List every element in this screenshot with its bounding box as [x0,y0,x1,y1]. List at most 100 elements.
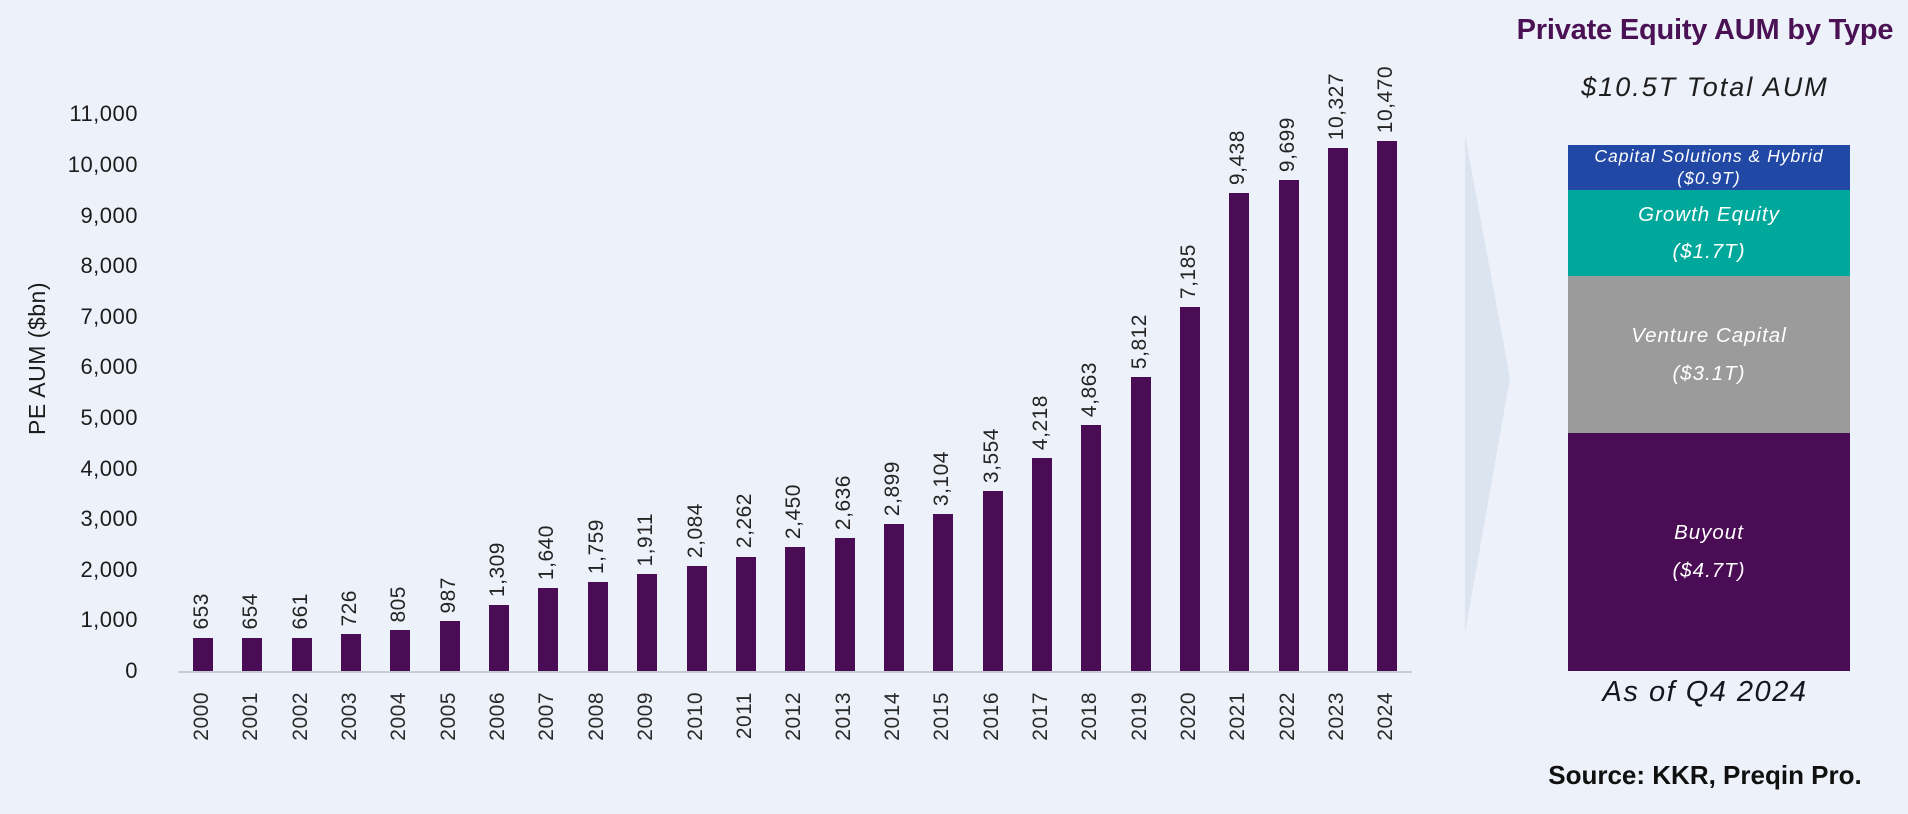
bar-2008 [587,582,608,671]
as-of-label: As of Q4 2024 [1602,676,1808,708]
bar-value-label: 726 [338,589,362,627]
x-tick-label: 2019 [1127,692,1151,741]
stack-segment-name: Buyout [1674,521,1744,545]
bar-value-label: 10,327 [1325,73,1349,141]
x-tick-label: 2015 [930,692,954,741]
x-tick-label: 2003 [338,692,362,741]
bar-value-label: 2,899 [880,461,904,517]
stack-segment-name: Capital Solutions & Hybrid [1594,145,1824,166]
y-tick-label: 1,000 [80,607,138,633]
bar-2001 [242,637,263,671]
x-tick-label: 2007 [535,692,559,741]
source-label: Source: KKR, Preqin Pro. [1548,760,1862,790]
panel-title: Private Equity AUM by Type [1516,14,1894,46]
bar-value-label: 987 [436,576,460,614]
bar-value-label: 1,640 [535,524,559,581]
stack-segment-name: Growth Equity [1638,202,1780,226]
x-tick-label: 2004 [387,692,411,741]
panel-subtitle: $10.5T Total AUM [1581,72,1829,102]
x-tick-label: 2001 [239,692,263,741]
x-tick-label: 2000 [190,692,213,741]
bar-value-label: 4,863 [1078,361,1102,417]
x-tick-label: 2012 [782,692,806,741]
x-tick-label: 2017 [1028,692,1052,741]
x-tick-label: 2022 [1275,692,1299,741]
y-tick-label: 6,000 [80,354,138,380]
x-tick-label: 2010 [683,692,707,741]
bar-2007 [538,588,559,671]
stack-segment: Venture Capital ($3.1T) [1568,276,1850,434]
x-tick-label: 2013 [831,692,855,741]
bar-value-label: 2,636 [831,474,855,530]
x-tick-label: 2014 [880,692,904,741]
bar-2020 [1180,307,1200,671]
bar-value-label: 7,185 [1177,244,1200,300]
stack-segment: Capital Solutions & Hybrid ($0.9T) [1568,144,1850,191]
x-tick-label: 2005 [436,692,460,741]
y-tick-label: 5,000 [80,405,138,430]
bar-2023 [1328,148,1349,671]
bar-value-label: 3,104 [930,450,954,506]
bar-2010 [686,565,707,671]
bar-value-label: 9,438 [1226,130,1250,186]
y-tick-label: 11,000 [69,101,138,127]
bar-2021 [1229,193,1250,671]
bar-2000 [193,637,213,671]
y-tick-label: 9,000 [80,202,138,228]
stack-segment-value: ($4.7T) [1672,559,1746,583]
x-tick-label: 2008 [584,692,608,741]
bar-2016 [982,491,1003,671]
bar-2011 [735,556,756,671]
bar-2005 [439,621,460,671]
stack-segment-value: ($0.9T) [1677,167,1741,188]
y-tick-label: 2,000 [80,556,138,582]
x-tick-label: 2024 [1374,692,1398,741]
bar-value-label: 5,812 [1127,313,1151,369]
bar-value-label: 653 [190,593,213,630]
bar-2015 [933,513,954,671]
y-tick-label: 8,000 [80,253,138,279]
bar-value-label: 4,218 [1028,394,1052,450]
bar-2006 [489,604,510,671]
y-tick-label: 10,000 [67,152,138,177]
stack-segment: Growth Equity ($1.7T) [1568,190,1850,277]
x-tick-label: 2021 [1226,692,1250,741]
x-tick-label: 2006 [486,692,510,741]
bar-2024 [1377,141,1398,671]
y-tick-label: 4,000 [80,455,138,481]
stack-segment-value: ($1.7T) [1672,240,1746,264]
chevron-right-icon [1465,135,1510,633]
bar-value-label: 805 [387,585,411,623]
stack-segment-value: ($3.1T) [1672,361,1746,385]
bar-value-label: 10,470 [1374,65,1398,134]
stack-segment: Buyout ($4.7T) [1568,433,1850,671]
bar-2004 [390,630,411,671]
bar-2013 [834,537,855,671]
x-tick-label: 2016 [979,692,1003,741]
bar-2014 [883,524,904,671]
bar-value-label: 3,554 [979,428,1003,484]
x-tick-label: 2011 [732,692,756,740]
bar-value-label: 2,084 [683,502,707,558]
bar-value-label: 1,759 [584,518,608,574]
x-tick-label: 2023 [1325,692,1349,741]
bar-value-label: 9,699 [1275,117,1299,173]
bar-2019 [1130,376,1151,671]
stack-segment-name: Venture Capital [1631,324,1787,348]
bar-value-label: 2,262 [732,493,756,549]
x-tick-label: 2018 [1078,692,1102,741]
x-tick-label: 2009 [634,692,658,741]
bar-value-label: 2,450 [782,483,806,540]
x-tick-label: 2020 [1177,692,1200,741]
bar-2017 [1031,457,1052,671]
y-tick-label: 7,000 [80,303,138,329]
bar-value-label: 654 [239,593,263,630]
x-tick-label: 2002 [288,692,312,741]
bar-value-label: 661 [288,593,312,630]
bar-2012 [785,547,806,671]
bar-2009 [637,574,658,671]
bar-2018 [1081,424,1102,671]
bar-2022 [1278,180,1299,671]
bar-2003 [341,634,362,671]
